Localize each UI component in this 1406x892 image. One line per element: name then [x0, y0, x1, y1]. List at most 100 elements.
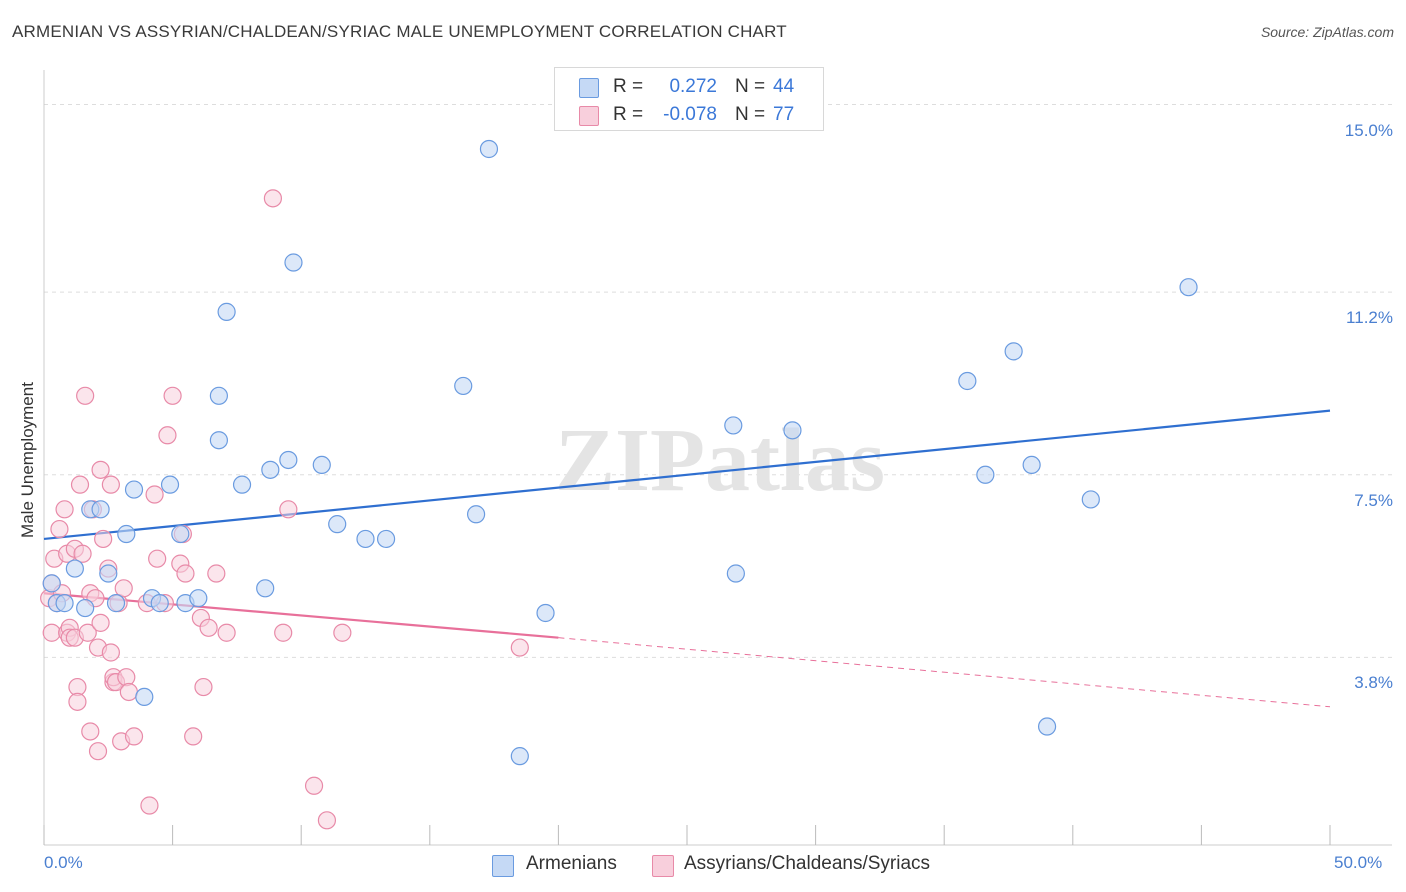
assyrians-point — [163, 386, 182, 405]
assyrians-point — [176, 564, 195, 583]
assyrians-point — [145, 485, 164, 504]
armenians-point — [724, 416, 743, 435]
legend-r-label: R = — [613, 76, 644, 97]
assyrians-point — [42, 623, 61, 642]
assyrians-point — [304, 776, 324, 795]
y-tick-label: 7.5% — [1354, 490, 1393, 510]
armenians-point — [232, 475, 252, 494]
armenians-point — [150, 594, 169, 613]
assyrians-point — [184, 727, 203, 746]
legend-n-value: 77 — [773, 104, 795, 125]
blue-swatch — [579, 78, 599, 98]
armenians-point — [1022, 455, 1041, 475]
assyrians-point — [70, 475, 90, 494]
assyrians-point — [140, 796, 159, 815]
armenians-point — [1179, 278, 1198, 297]
legend-r-value: 0.272 — [669, 76, 717, 97]
assyrians-points — [40, 189, 529, 830]
assyrians-point — [78, 623, 97, 642]
assyrians-point — [207, 564, 226, 583]
assyrians-point — [279, 500, 298, 519]
armenians-point — [376, 529, 396, 549]
armenians-point — [284, 253, 303, 272]
legend-n-label: N = — [735, 104, 766, 125]
assyrians-point — [148, 549, 167, 568]
trend-lines — [43, 409, 1331, 708]
assyrians-point — [76, 386, 95, 405]
assyrians-point — [217, 623, 236, 642]
armenians-point — [91, 500, 110, 519]
armenians-point — [160, 475, 180, 494]
pink-swatch — [579, 106, 599, 126]
assyrians-point — [124, 727, 144, 746]
armenians-point — [117, 524, 136, 544]
assyrians-point — [55, 500, 74, 519]
assyrians-point — [317, 811, 337, 830]
assyrians-point — [73, 544, 92, 563]
armenians-point — [466, 505, 486, 524]
armenians-point — [510, 747, 529, 766]
armenians-point — [209, 386, 228, 405]
assyrians-point — [114, 579, 133, 598]
armenians-point — [256, 579, 275, 598]
assyrians-trend-line — [43, 592, 559, 639]
legend-row-armenians: R = 0.272 N = 44 — [555, 73, 823, 101]
armenians-point — [976, 465, 995, 484]
armenians-point — [135, 687, 154, 707]
assyrians-point — [333, 623, 352, 642]
armenians-point — [536, 603, 555, 623]
assyrians-point — [94, 529, 113, 549]
armenians-points — [42, 139, 1198, 766]
x-tick-max: 50.0% — [1334, 853, 1383, 872]
armenians-point — [328, 515, 347, 534]
armenians-point — [1037, 717, 1057, 736]
armenians-point — [106, 594, 126, 613]
armenians-point — [55, 594, 74, 613]
armenians-point — [217, 302, 236, 321]
assyrians-point — [119, 682, 138, 702]
legend-r-value: -0.078 — [663, 104, 717, 125]
armenians-point — [171, 524, 190, 544]
assyrians-legend-label: Assyrians/Chaldeans/Syriacs — [684, 853, 931, 874]
assyrians-point — [199, 618, 218, 637]
assyrians-point — [194, 677, 213, 697]
armenians-point — [1081, 490, 1100, 509]
armenians-point — [65, 559, 84, 578]
armenians-point — [42, 574, 61, 593]
assyrians-point — [274, 623, 293, 642]
assyrians-point — [81, 722, 100, 741]
assyrians-point — [101, 475, 120, 494]
correlation-legend: R = 0.272 N = 44 R = -0.078 N = 77 — [554, 67, 824, 131]
armenians-point — [726, 564, 745, 583]
assyrians-point — [263, 189, 283, 208]
assyrians-point — [91, 460, 110, 479]
assyrians-point — [91, 613, 110, 632]
armenians-point — [279, 450, 298, 470]
armenians-point — [261, 460, 280, 479]
armenians-point — [312, 455, 331, 475]
grid-lines — [44, 104, 1392, 658]
armenians-point — [99, 564, 118, 583]
legend-row-assyrians: R = -0.078 N = 77 — [555, 101, 823, 129]
x-tick-min: 0.0% — [44, 853, 83, 872]
assyrians-point — [117, 668, 136, 687]
armenians-point — [1004, 342, 1023, 361]
armenians-point — [454, 376, 473, 396]
assyrians-point — [68, 692, 87, 711]
y-tick-label: 15.0% — [1344, 120, 1393, 140]
armenians-point — [209, 431, 228, 450]
armenians-legend-label: Armenians — [526, 853, 617, 874]
chart-title: ARMENIAN VS ASSYRIAN/CHALDEAN/SYRIAC MAL… — [12, 22, 787, 41]
assyrians-point — [158, 426, 177, 445]
y-tick-label: 11.2% — [1346, 308, 1393, 328]
armenians-point — [479, 139, 499, 159]
y-axis-label: Male Unemployment — [18, 382, 37, 538]
axes — [43, 70, 1392, 846]
assyrians-point — [510, 638, 529, 657]
assyrians-swatch — [652, 855, 674, 877]
armenians-point — [958, 371, 977, 391]
legend-n-label: N = — [735, 76, 766, 97]
legend-r-label: R = — [613, 104, 644, 125]
armenians-point — [356, 529, 375, 549]
